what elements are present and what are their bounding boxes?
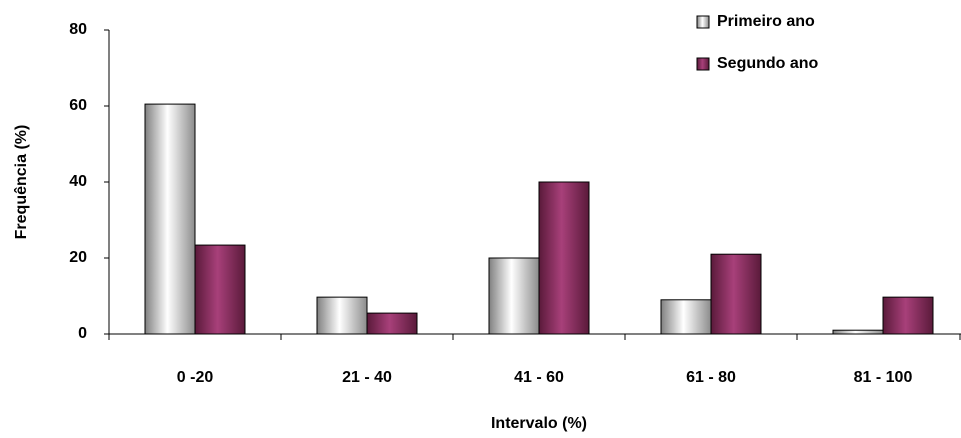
y-tick-label: 40 bbox=[69, 173, 87, 190]
x-tick-label: 81 - 100 bbox=[854, 369, 913, 386]
y-tick-label: 60 bbox=[69, 97, 87, 114]
bar bbox=[316, 296, 368, 335]
x-tick-label: 61 - 80 bbox=[686, 369, 736, 386]
legend-swatch bbox=[696, 57, 710, 71]
x-tick-label: 41 - 60 bbox=[514, 369, 564, 386]
bar bbox=[488, 257, 540, 335]
bar bbox=[366, 312, 418, 335]
y-axis-label: Frequência (%) bbox=[13, 125, 30, 240]
x-tick-label: 0 -20 bbox=[177, 369, 214, 386]
bar bbox=[194, 244, 246, 335]
bar bbox=[832, 329, 884, 335]
y-tick-label: 80 bbox=[69, 21, 87, 38]
y-tick-label: 20 bbox=[69, 249, 87, 266]
bar bbox=[538, 181, 590, 335]
bar bbox=[882, 296, 934, 335]
legend-swatch bbox=[696, 15, 710, 29]
legend-label: Primeiro ano bbox=[717, 13, 815, 30]
bar bbox=[710, 253, 762, 335]
bar bbox=[144, 103, 196, 335]
y-tick-label: 0 bbox=[78, 325, 87, 342]
x-tick-label: 21 - 40 bbox=[342, 369, 392, 386]
legend-label: Segundo ano bbox=[717, 55, 819, 72]
x-axis-label: Intervalo (%) bbox=[491, 415, 587, 432]
bar bbox=[660, 299, 712, 335]
